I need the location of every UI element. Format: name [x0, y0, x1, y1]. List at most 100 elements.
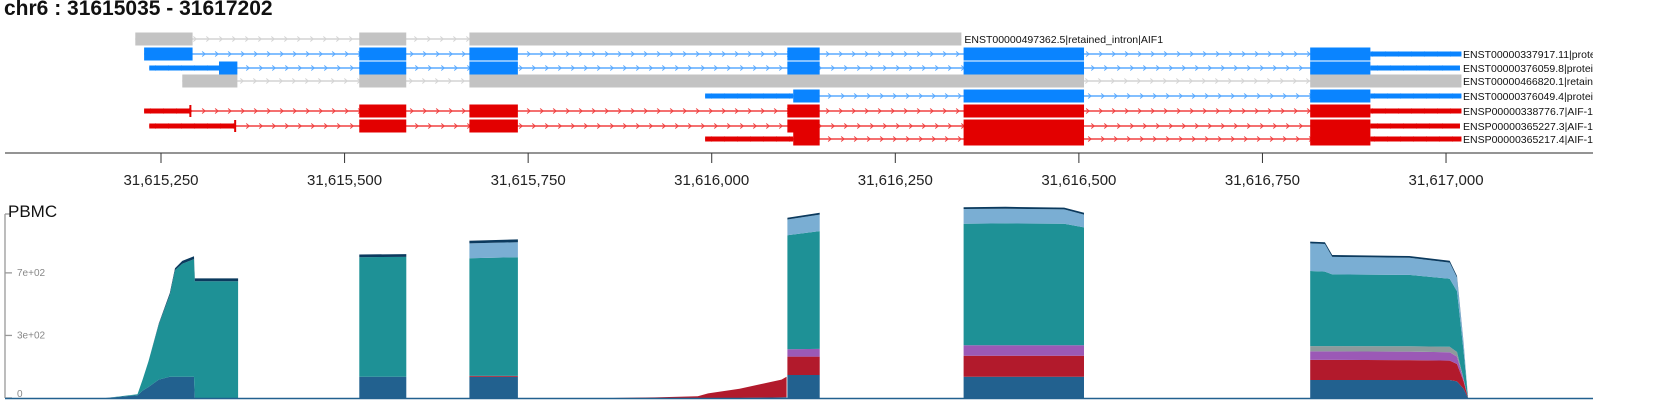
coverage-area: [787, 375, 820, 398]
strand-arrow-icon: [1259, 65, 1265, 71]
transcript-label[interactable]: ENST00000337917.11|protei: [1463, 49, 1598, 61]
strand-arrow-icon: [1098, 51, 1103, 57]
strand-arrow-icon: [1293, 51, 1298, 57]
strand-arrow-icon: [1162, 78, 1168, 84]
transcript-label[interactable]: ENST00000376049.4|protein: [1463, 91, 1599, 103]
strand-arrow-icon: [309, 36, 315, 42]
strand-arrow-icon: [258, 123, 264, 129]
transcript-label[interactable]: ENST00000497362.5|retained_intron|AIF1: [964, 34, 1163, 46]
coverage-area: [359, 254, 407, 258]
strand-arrow-icon: [258, 65, 264, 71]
transcript-row[interactable]: ENST00000466820.1|retaine: [182, 74, 1599, 89]
exon-block: [359, 32, 407, 46]
strand-arrow-icon: [266, 51, 271, 57]
transcript-label[interactable]: ENST00000466820.1|retaine: [1463, 76, 1599, 88]
strand-arrow-icon: [1084, 78, 1090, 84]
coverage-area: [787, 356, 820, 375]
exon-block: [787, 47, 820, 61]
strand-arrow-icon: [1230, 136, 1235, 142]
strand-arrow-icon: [879, 93, 884, 99]
strand-arrow-icon: [1155, 65, 1161, 71]
strand-arrow-icon: [323, 65, 329, 71]
strand-arrow-icon: [682, 108, 687, 114]
region-title: chr6 : 31615035 - 31617202: [4, 0, 273, 20]
strand-arrow-icon: [1085, 51, 1090, 57]
strand-arrow-icon: [448, 108, 453, 114]
strand-arrow-icon: [918, 136, 923, 142]
transcript-row[interactable]: ENST00000497362.5|retained_intron|AIF1: [135, 32, 1163, 47]
strand-arrow-icon: [253, 51, 258, 57]
transcript-row[interactable]: ENSP00000365217.4|AIF-1|D: [705, 132, 1604, 147]
strand-arrow-icon: [916, 108, 921, 114]
strand-arrow-icon: [518, 123, 524, 129]
y-tick-label: 7e+02: [17, 268, 46, 279]
strand-arrow-icon: [271, 65, 277, 71]
strand-arrow-icon: [1142, 65, 1148, 71]
strand-arrow-icon: [944, 136, 949, 142]
strand-arrow-icon: [905, 93, 910, 99]
strand-arrow-icon: [305, 108, 310, 114]
strand-arrow-icon: [439, 36, 445, 42]
strand-arrow-icon: [1241, 108, 1246, 114]
strand-arrow-icon: [739, 65, 745, 71]
strand-arrow-icon: [1228, 108, 1233, 114]
transcript-label[interactable]: ENST00000376059.8|protein_: [1463, 63, 1605, 75]
exon-block: [144, 47, 193, 61]
strand-arrow-icon: [318, 108, 323, 114]
strand-arrow-icon: [591, 51, 596, 57]
strand-arrow-icon: [1207, 123, 1213, 129]
strand-arrow-icon: [866, 136, 871, 142]
strand-arrow-icon: [942, 108, 947, 114]
strand-arrow-icon: [656, 51, 661, 57]
utr-block: [1370, 136, 1462, 142]
strand-arrow-icon: [453, 123, 459, 129]
transcript-row[interactable]: ENSP00000338776.7|AIF-1|D: [144, 104, 1604, 119]
transcript-label[interactable]: ENSP00000338776.7|AIF-1|D: [1463, 106, 1604, 118]
strand-arrow-icon: [531, 65, 537, 71]
strand-arrow-icon: [869, 123, 875, 129]
strand-arrow-icon: [1246, 123, 1252, 129]
strand-arrow-icon: [201, 51, 206, 57]
strand-arrow-icon: [1194, 123, 1200, 129]
transcript-row[interactable]: ENST00000376049.4|protein: [705, 89, 1599, 104]
coverage-area: [787, 212, 820, 220]
strand-arrow-icon: [557, 123, 563, 129]
strand-arrow-icon: [1175, 78, 1181, 84]
strand-arrow-icon: [265, 78, 271, 84]
strand-arrow-icon: [192, 36, 198, 42]
strand-arrow-icon: [1204, 93, 1209, 99]
strand-arrow-icon: [708, 108, 713, 114]
strand-arrow-icon: [630, 108, 635, 114]
exon-block: [1310, 119, 1371, 133]
strand-arrow-icon: [1220, 123, 1226, 129]
strand-arrow-icon: [708, 51, 713, 57]
strand-arrow-icon: [414, 123, 420, 129]
transcript-label[interactable]: ENSP00000365227.3|AIF-1|D: [1463, 121, 1604, 133]
strand-arrow-icon: [1267, 108, 1272, 114]
transcript-row[interactable]: ENST00000337917.11|protei: [144, 47, 1598, 62]
strand-arrow-icon: [1152, 136, 1157, 142]
strand-arrow-icon: [773, 108, 778, 114]
strand-arrow-icon: [1123, 78, 1129, 84]
strand-arrow-icon: [1201, 78, 1207, 84]
strand-arrow-icon: [266, 108, 271, 114]
strand-arrow-icon: [240, 108, 245, 114]
strand-arrow-icon: [1181, 65, 1187, 71]
transcript-row[interactable]: ENST00000376059.8|protein_: [149, 61, 1605, 76]
transcript-label[interactable]: ENSP00000365217.4|AIF-1|D: [1463, 134, 1604, 146]
transcript-row[interactable]: ENSP00000365227.3|AIF-1|D: [149, 119, 1604, 134]
exon-block: [963, 61, 1085, 75]
strand-arrow-icon: [643, 51, 648, 57]
strand-arrow-icon: [700, 65, 706, 71]
strand-arrow-icon: [882, 123, 888, 129]
exon-block: [469, 104, 518, 118]
exon-block: [787, 61, 820, 75]
strand-arrow-icon: [1110, 78, 1116, 84]
strand-arrow-icon: [544, 65, 550, 71]
strand-arrow-icon: [648, 123, 654, 129]
strand-arrow-icon: [687, 123, 693, 129]
strand-arrow-icon: [778, 123, 784, 129]
axis-tick-label: 31,617,000: [1408, 172, 1483, 189]
strand-arrow-icon: [317, 78, 323, 84]
